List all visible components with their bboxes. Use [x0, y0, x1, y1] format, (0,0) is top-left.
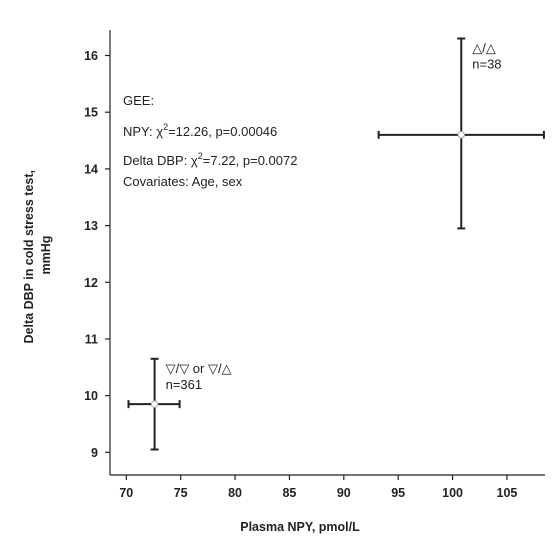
x-tick-label: 100 [442, 486, 463, 500]
x-tick-label: 75 [174, 486, 188, 500]
point-marker [457, 131, 465, 139]
x-tick-label: 105 [497, 486, 518, 500]
y-tick-label: 10 [84, 389, 98, 403]
point-group-label: ▽/▽ or ▽/△ [166, 361, 232, 376]
y-tick-label: 11 [85, 332, 98, 346]
point-n-label: n=38 [472, 57, 501, 72]
point-group-label: △/△ [472, 41, 496, 56]
annotation-line-1: GEE: [123, 93, 154, 108]
y-ticks: 9 10 11 12 13 14 15 16 [84, 49, 110, 460]
y-axis-title-line-2: mmHg [39, 236, 53, 275]
point-marker [150, 400, 159, 408]
data-point-2: △/△n=38 [377, 37, 545, 230]
annotation-line-4: Covariates: Age, sex [123, 174, 243, 189]
y-axis-title: Delta DBP in cold stress test, mmHg [22, 167, 53, 344]
point-n-label: n=361 [166, 377, 203, 392]
x-tick-label: 90 [337, 486, 351, 500]
annotation-line-3: Delta DBP: χ2=7.22, p=0.0072 [123, 151, 297, 168]
y-tick-label: 15 [84, 106, 98, 120]
annotation-line-3-superscript: 2 [198, 151, 203, 161]
x-tick-label: 85 [282, 486, 296, 500]
y-axis-title-line-1: Delta DBP in cold stress test, [22, 170, 36, 343]
x-tick-label: 80 [228, 486, 242, 500]
annotation-line-2-superscript: 2 [163, 122, 168, 132]
data-points: ▽/▽ or ▽/△n=361 △/△n=38 [127, 37, 545, 451]
y-tick-label: 9 [91, 446, 98, 460]
x-axis-title: Plasma NPY, pmol/L [240, 520, 360, 534]
y-tick-label: 16 [84, 49, 98, 63]
annotation-line-2: NPY: χ2=12.26, p=0.00046 [123, 122, 277, 139]
y-tick-label: 13 [84, 219, 98, 233]
x-tick-label: 95 [391, 486, 405, 500]
y-tick-label: 12 [84, 276, 98, 290]
plot-area: 70 75 80 85 90 95 100 105 9 10 11 12 13 14 15 16 ▽/▽ o… [84, 30, 545, 500]
x-tick-label: 70 [119, 486, 133, 500]
statistics-annotation: GEE: NPY: χ2=12.26, p=0.00046 Delta DBP:… [123, 93, 297, 189]
data-point-1: ▽/▽ or ▽/△n=361 [127, 357, 232, 451]
x-ticks: 70 75 80 85 90 95 100 105 [119, 475, 517, 500]
y-tick-label: 14 [84, 162, 98, 176]
